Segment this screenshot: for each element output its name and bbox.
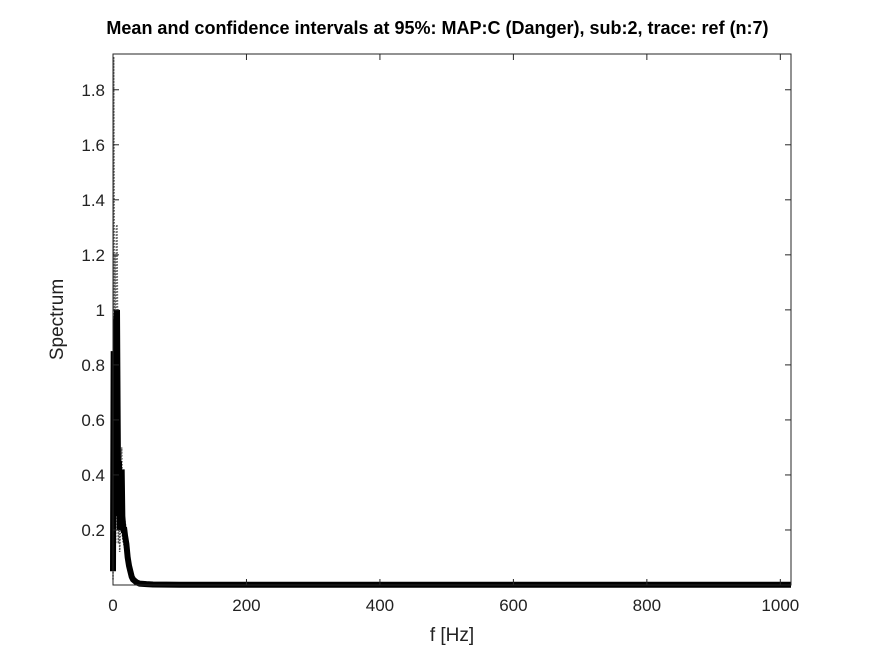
- y-tick-label: 1: [96, 301, 105, 320]
- y-tick-label: 1.2: [81, 246, 105, 265]
- x-tick-label: 400: [366, 596, 394, 615]
- plot-area-frame: [112, 53, 792, 586]
- chart-title: Mean and confidence intervals at 95%: MA…: [106, 18, 769, 38]
- x-tick-label: 800: [633, 596, 661, 615]
- y-tick-label: 1.4: [81, 191, 105, 210]
- series-layer: [110, 56, 791, 588]
- y-tick-label: 1.6: [81, 136, 105, 155]
- y-tick-label: 0.8: [81, 356, 105, 375]
- x-tick-label: 200: [232, 596, 260, 615]
- series-line-mean: [110, 309, 791, 588]
- y-axis-label: Spectrum: [47, 279, 68, 360]
- x-tick-label: 0: [108, 596, 117, 615]
- x-axis-label: f [Hz]: [430, 625, 474, 646]
- y-axis: 0.2 0.4 0.6 0.8 1 1.2 1.4 1.6 1.8: [81, 81, 791, 540]
- y-tick-label: 0.6: [81, 411, 105, 430]
- x-tick-label: 1000: [761, 596, 799, 615]
- y-tick-label: 0.4: [81, 466, 105, 485]
- y-tick-label: 0.2: [81, 521, 105, 540]
- x-tick-label: 600: [499, 596, 527, 615]
- series-line-lower-ci: [112, 378, 791, 586]
- series-line-upper-ci: [112, 56, 791, 586]
- y-tick-label: 1.8: [81, 81, 105, 100]
- x-axis: 0 200 400 600 800 1000: [108, 54, 799, 615]
